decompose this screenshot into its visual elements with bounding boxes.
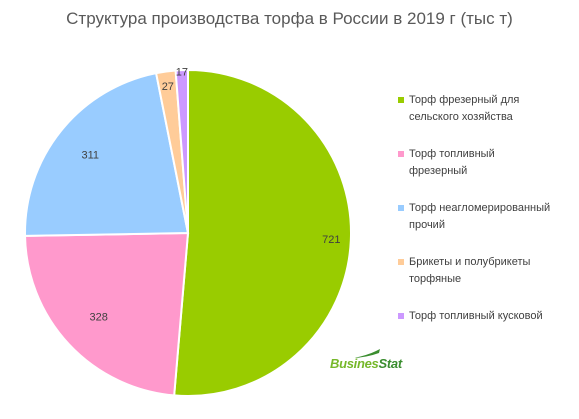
legend-label: Торф топливный кусковой bbox=[409, 310, 543, 322]
data-label-2: 328 bbox=[90, 311, 108, 323]
legend-swatch bbox=[398, 151, 404, 157]
legend-swatch bbox=[398, 205, 404, 211]
legend-item-2: Торф топливный фрезерный bbox=[398, 146, 579, 180]
pie-slice-2 bbox=[24, 231, 190, 397]
pie-slice-5 bbox=[174, 68, 189, 234]
legend-label: Торф неагломерированный bbox=[409, 202, 551, 214]
legend-label: фрезерный bbox=[409, 165, 468, 177]
legend-swatch bbox=[398, 259, 404, 265]
legend-item-4: Брикеты и полубрикеты торфяные bbox=[398, 254, 579, 288]
legend-label: прочий bbox=[409, 219, 445, 231]
chart-title: Структура производства торфа в России в … bbox=[66, 9, 513, 28]
legend-swatch bbox=[398, 313, 404, 319]
legend-label: торфяные bbox=[409, 273, 462, 285]
data-label-4: 27 bbox=[162, 81, 174, 93]
legend-item-1: Торф фрезерный для сельского хозяйства bbox=[398, 92, 579, 126]
legend-item-5: Торф топливный кусковой bbox=[398, 308, 579, 325]
legend-label: сельского хозяйства bbox=[409, 111, 513, 123]
pie-slice-1 bbox=[173, 68, 352, 397]
legend-label: Брикеты и полубрикеты bbox=[409, 256, 531, 268]
legend-label: Торф фрезерный для bbox=[409, 94, 520, 106]
businesstat-logo: BusinesStat bbox=[330, 356, 402, 371]
data-label-1: 721 bbox=[322, 234, 340, 246]
pie-slice-3 bbox=[24, 71, 190, 237]
data-label-5: 17 bbox=[176, 67, 188, 79]
legend-swatch bbox=[398, 97, 404, 103]
legend-item-3: Торф неагломерированный прочий bbox=[398, 200, 579, 234]
legend-label: Торф топливный bbox=[409, 148, 495, 160]
logo-swoosh-icon bbox=[354, 349, 380, 358]
data-label-3: 311 bbox=[81, 149, 99, 161]
